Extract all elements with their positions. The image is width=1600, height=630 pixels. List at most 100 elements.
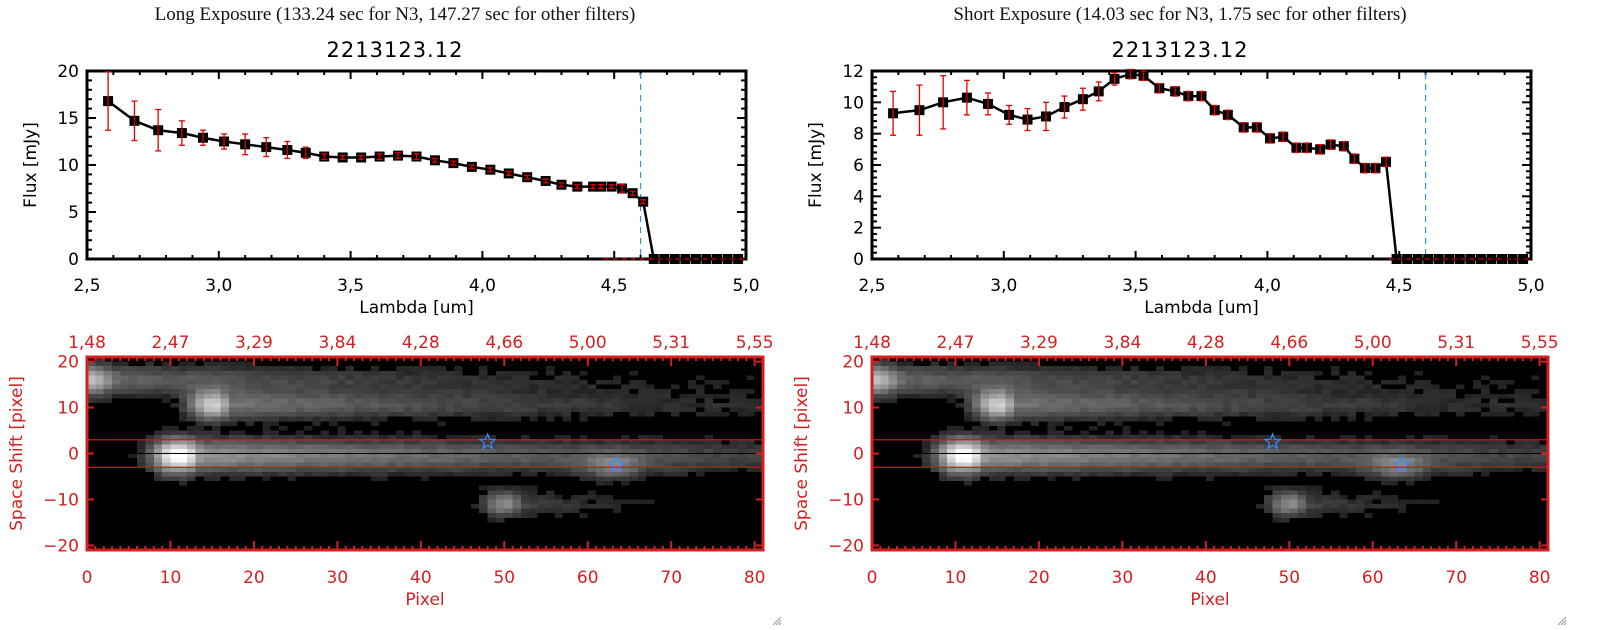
top-axis-label: 4,28 <box>402 333 440 353</box>
x-axis-label: Lambda [um] <box>359 298 473 318</box>
exposure-title: Long Exposure (133.24 sec for N3, 147.27… <box>154 4 636 25</box>
y-tick-label: 6 <box>853 156 864 176</box>
y-tick-label: 0 <box>853 445 864 465</box>
x-tick-label: 4,5 <box>1386 276 1413 296</box>
x-tick-label: 5,0 <box>732 276 759 296</box>
x-tick-label: 2,5 <box>858 276 885 296</box>
data-point <box>1507 254 1518 264</box>
data-point <box>1518 254 1529 264</box>
top-axis-label: 2,47 <box>152 333 190 353</box>
object-title: 2213123.12 <box>326 38 464 62</box>
y-tick-label: −20 <box>43 536 79 556</box>
y-tick-label: 0 <box>853 250 864 270</box>
x-tick-label: 3,0 <box>990 276 1017 296</box>
y-tick-label: 0 <box>68 250 79 270</box>
top-axis-label: 3,29 <box>1020 333 1058 353</box>
y-tick-label: 20 <box>57 62 79 82</box>
top-axis-label: 5,55 <box>1521 333 1559 353</box>
y-tick-label: 12 <box>842 62 864 82</box>
x-tick-label: 3,0 <box>205 276 232 296</box>
x-tick-label: 70 <box>660 568 682 588</box>
y-tick-label: 0 <box>68 445 79 465</box>
long-exposure-panel: Long Exposure (133.24 sec for N3, 147.27… <box>0 0 790 630</box>
y-tick-label: 4 <box>853 187 864 207</box>
exposure-title: Short Exposure (14.03 sec for N3, 1.75 s… <box>953 4 1407 25</box>
top-axis-label: 5,00 <box>569 333 607 353</box>
x-tick-label: 50 <box>493 568 515 588</box>
y-axis-label: Space Shift [pixel] <box>792 376 812 531</box>
x-axis-label: Lambda [um] <box>1144 298 1258 318</box>
data-point <box>1497 254 1508 264</box>
top-axis-label: 3,29 <box>235 333 273 353</box>
x-tick-label: 2,5 <box>73 276 100 296</box>
top-axis-label: 1,48 <box>853 333 891 353</box>
star-icon <box>478 432 497 450</box>
data-point <box>659 254 670 264</box>
top-axis-label: 4,66 <box>1270 333 1308 353</box>
data-point <box>722 254 733 264</box>
x-tick-label: 5,0 <box>1517 276 1544 296</box>
data-point <box>669 254 680 264</box>
x-tick-label: 80 <box>1529 568 1551 588</box>
top-axis-label: 5,31 <box>1437 333 1475 353</box>
data-point <box>1391 254 1402 264</box>
x-tick-label: 70 <box>1445 568 1467 588</box>
y-tick-label: 15 <box>57 109 79 129</box>
x-tick-label: 3,5 <box>1122 276 1149 296</box>
y-tick-label: 2 <box>853 219 864 239</box>
top-axis-label: 2,47 <box>937 333 975 353</box>
data-point <box>1433 254 1444 264</box>
x-tick-label: 20 <box>1028 568 1050 588</box>
x-tick-label: 40 <box>1195 568 1217 588</box>
x-tick-label: 60 <box>577 568 599 588</box>
y-tick-label: 20 <box>842 353 864 373</box>
x-tick-label: 30 <box>327 568 349 588</box>
top-axis-label: 5,55 <box>736 333 774 353</box>
data-point <box>733 254 744 264</box>
top-axis-label: 3,84 <box>1103 333 1141 353</box>
short-exposure-panel: Short Exposure (14.03 sec for N3, 1.75 s… <box>785 0 1575 630</box>
top-axis-label: 5,00 <box>1354 333 1392 353</box>
x-axis-label: Pixel <box>405 590 444 610</box>
y-axis-label: Flux [mJy] <box>806 122 826 208</box>
resize-grip-icon[interactable] <box>770 614 782 626</box>
data-point <box>648 254 659 264</box>
star-icon <box>1263 432 1282 450</box>
star-icon <box>607 455 627 473</box>
x-tick-label: 50 <box>1278 568 1300 588</box>
top-axis-label: 5,31 <box>652 333 690 353</box>
object-title: 2213123.12 <box>1111 38 1249 62</box>
resize-grip-icon[interactable] <box>1555 614 1567 626</box>
top-axis-label: 4,66 <box>485 333 523 353</box>
y-tick-label: 5 <box>68 203 79 223</box>
y-tick-label: 20 <box>57 353 79 373</box>
data-point <box>1454 254 1465 264</box>
x-tick-label: 4,0 <box>1254 276 1281 296</box>
y-tick-label: −10 <box>43 490 79 510</box>
x-tick-label: 3,5 <box>337 276 364 296</box>
spectral-image-axes: 0 1,48 10 2,47 20 3,29 30 3,84 40 4,28 50 4,66 60 5,0… <box>7 333 774 610</box>
data-point <box>712 254 723 264</box>
x-tick-label: 4,5 <box>601 276 628 296</box>
y-tick-label: −20 <box>828 536 864 556</box>
spectrum-plot: 2,5 3,0 3,5 4,0 4,5 5,0 0 5 10 15 20 Lambda [um] Flu… <box>21 62 760 318</box>
x-tick-label: 0 <box>82 568 93 588</box>
x-tick-label: 10 <box>160 568 182 588</box>
top-axis-label: 4,28 <box>1187 333 1225 353</box>
x-tick-label: 10 <box>945 568 967 588</box>
x-tick-label: 60 <box>1362 568 1384 588</box>
y-tick-label: −10 <box>828 490 864 510</box>
top-axis-label: 1,48 <box>68 333 106 353</box>
y-tick-label: 10 <box>842 93 864 113</box>
x-axis-label: Pixel <box>1190 590 1229 610</box>
x-tick-label: 0 <box>867 568 878 588</box>
spectrum-plot: 2,5 3,0 3,5 4,0 4,5 5,0 0 2 4 6 8 10 12 Lambda [um] Fl… <box>806 62 1545 318</box>
x-tick-label: 40 <box>410 568 432 588</box>
y-axis-label: Flux [mJy] <box>21 122 41 208</box>
y-axis-label: Space Shift [pixel] <box>7 376 27 531</box>
y-tick-label: 8 <box>853 125 864 145</box>
y-tick-label: 10 <box>842 399 864 419</box>
x-tick-label: 30 <box>1112 568 1134 588</box>
x-tick-label: 80 <box>744 568 766 588</box>
star-icon <box>1392 455 1412 473</box>
